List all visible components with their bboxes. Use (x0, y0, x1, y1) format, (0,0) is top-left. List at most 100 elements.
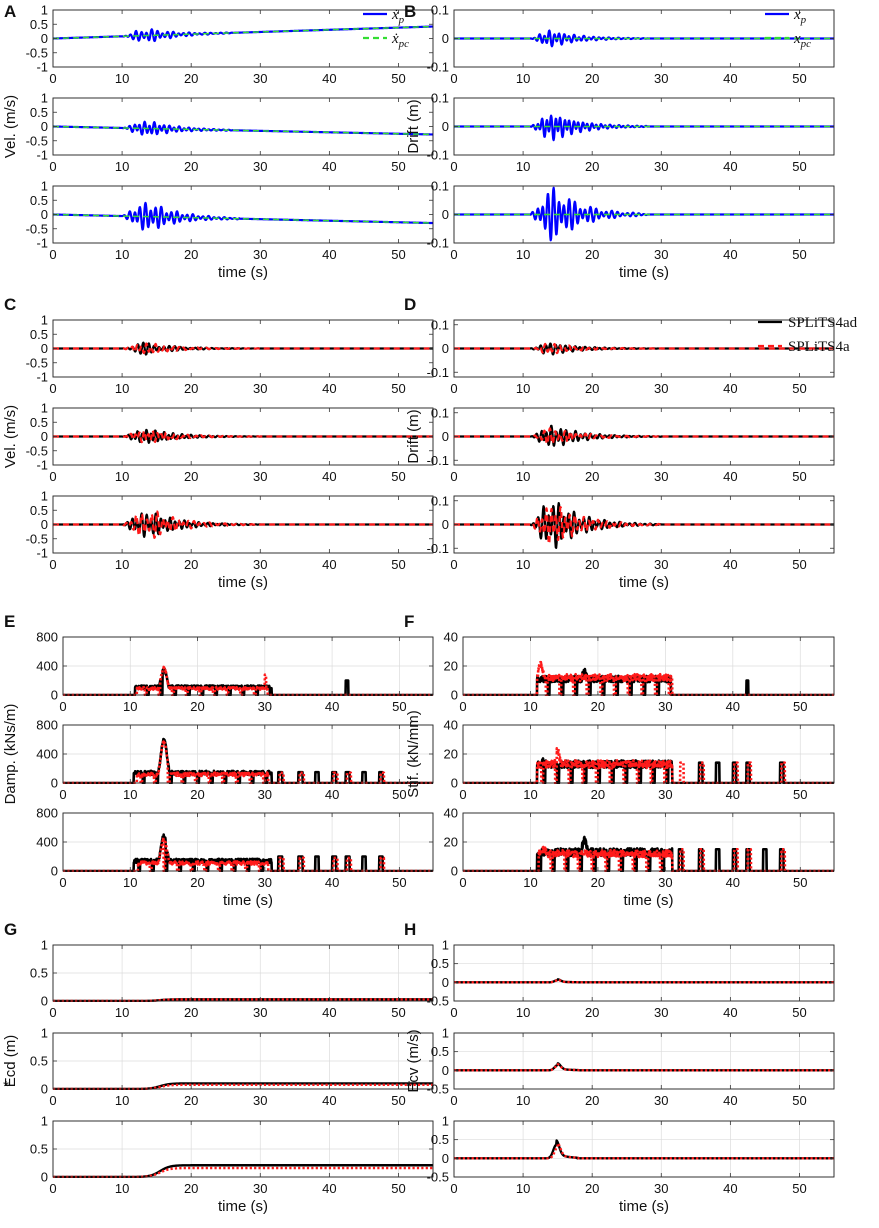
subplot-e-2: 0 10 20 30 40 50 0 400 800 Damp. (kNs/m) (2, 704, 434, 805)
x-tick-label: 40 (723, 71, 737, 86)
x-tick-label: 40 (723, 469, 737, 484)
y-tick-label: 1 (41, 179, 48, 194)
y-tick-label: 0 (51, 864, 58, 879)
x-axis-label: time (s) (223, 892, 273, 909)
y-tick-label: 800 (36, 718, 58, 733)
y-tick-label: 1 (41, 938, 48, 953)
x-tick-label: 10 (115, 1005, 129, 1020)
series-line-SPLiTS4a (454, 427, 834, 445)
legend-label-subscript: p (800, 14, 807, 26)
x-tick-label: 20 (184, 247, 198, 262)
x-tick-label: 30 (258, 699, 272, 714)
subplot-f-3: 0 10 20 30 40 50 0 20 40 time (s) (444, 806, 835, 909)
y-tick-label: 0.5 (30, 327, 48, 342)
x-tick-label: 20 (591, 787, 605, 802)
y-axis-label: Damp. (kNs/m) (2, 704, 19, 805)
y-tick-label: -0.5 (26, 443, 48, 458)
y-tick-label: 0.5 (30, 1054, 48, 1069)
series-line-SPLiTS4a (63, 740, 433, 784)
legend-label-subscript: pc (398, 38, 410, 50)
y-tick-label: 0 (41, 994, 48, 1009)
x-tick-label: 40 (322, 159, 336, 174)
y-tick-label: -0.5 (427, 1082, 449, 1097)
y-tick-label: 1 (442, 938, 449, 953)
y-tick-label: 0 (41, 1170, 48, 1185)
x-tick-label: 50 (391, 1093, 405, 1108)
x-tick-label: 30 (258, 787, 272, 802)
y-tick-label: 0 (451, 776, 458, 791)
panel-b: B0 10 20 30 40 50-0.100.10 10 20 30 40 50-0.100.1D… (404, 2, 835, 281)
series-line-SPLiTS4ad (53, 428, 433, 444)
series-line-ẋpc (53, 213, 433, 224)
y-tick-label: 0 (451, 688, 458, 703)
x-tick-label: 10 (516, 469, 530, 484)
x-tick-label: 0 (459, 875, 466, 890)
panel-h: H0 10 20 30 40 50-0.500.510 10 20 30 40 50-0.500.5… (404, 920, 835, 1215)
x-tick-label: 50 (793, 875, 807, 890)
y-tick-label: 20 (444, 835, 458, 850)
x-tick-label: 20 (184, 557, 198, 572)
x-tick-label: 0 (49, 381, 56, 396)
x-tick-label: 10 (516, 159, 530, 174)
panel-letter: D (404, 295, 416, 314)
y-tick-label: 1 (442, 1026, 449, 1041)
x-tick-label: 20 (585, 1181, 599, 1196)
y-tick-label: -1 (36, 546, 48, 561)
subplot-e-1: 0 10 20 30 40 50 0 400 800 (36, 630, 434, 714)
y-tick-label: 0.5 (30, 415, 48, 430)
y-axis-label: Stif. (kN/mm) (405, 710, 422, 798)
x-tick-label: 0 (49, 557, 56, 572)
x-tick-label: 40 (723, 1093, 737, 1108)
x-tick-label: 50 (793, 699, 807, 714)
y-tick-label: -0.1 (427, 453, 449, 468)
y-tick-label: 0 (451, 864, 458, 879)
x-tick-label: 40 (325, 875, 339, 890)
x-tick-label: 40 (325, 699, 339, 714)
y-tick-label: 0 (442, 1063, 449, 1078)
panel-letter: C (4, 295, 16, 314)
x-tick-label: 40 (726, 787, 740, 802)
x-tick-label: 50 (391, 71, 405, 86)
x-tick-label: 0 (450, 381, 457, 396)
x-tick-label: 40 (322, 1005, 336, 1020)
x-tick-label: 0 (49, 247, 56, 262)
y-tick-label: 800 (36, 806, 58, 821)
x-tick-label: 0 (49, 159, 56, 174)
x-tick-label: 10 (523, 699, 537, 714)
y-axis-label: Ecd (m) (2, 1035, 19, 1088)
y-axis-label: Drift (m) (405, 409, 422, 463)
x-tick-label: 50 (391, 1181, 405, 1196)
y-tick-label: 0 (41, 429, 48, 444)
y-tick-label: 400 (36, 659, 58, 674)
legend-label-subscript: p (398, 14, 405, 26)
x-tick-label: 20 (585, 381, 599, 396)
x-tick-label: 0 (49, 71, 56, 86)
x-tick-label: 40 (322, 381, 336, 396)
x-tick-label: 10 (115, 1181, 129, 1196)
x-tick-label: 30 (654, 381, 668, 396)
x-tick-label: 10 (516, 1093, 530, 1108)
y-axis-label-star: * (406, 1078, 412, 1095)
series-line-SPLiTS4a (463, 660, 834, 696)
legend-label-subscript: pc (800, 38, 812, 50)
x-tick-label: 50 (391, 469, 405, 484)
x-tick-label: 50 (792, 71, 806, 86)
y-tick-label: -0.5 (26, 133, 48, 148)
x-tick-label: 50 (391, 159, 405, 174)
y-tick-label: -0.1 (427, 60, 449, 75)
series-line-ẋpc (53, 125, 433, 136)
x-tick-label: 30 (658, 875, 672, 890)
x-tick-label: 50 (792, 1181, 806, 1196)
x-tick-label: 50 (391, 247, 405, 262)
x-tick-label: 10 (115, 381, 129, 396)
y-tick-label: 1 (41, 1026, 48, 1041)
y-tick-label: 0.1 (431, 493, 449, 508)
x-tick-label: 40 (322, 1181, 336, 1196)
